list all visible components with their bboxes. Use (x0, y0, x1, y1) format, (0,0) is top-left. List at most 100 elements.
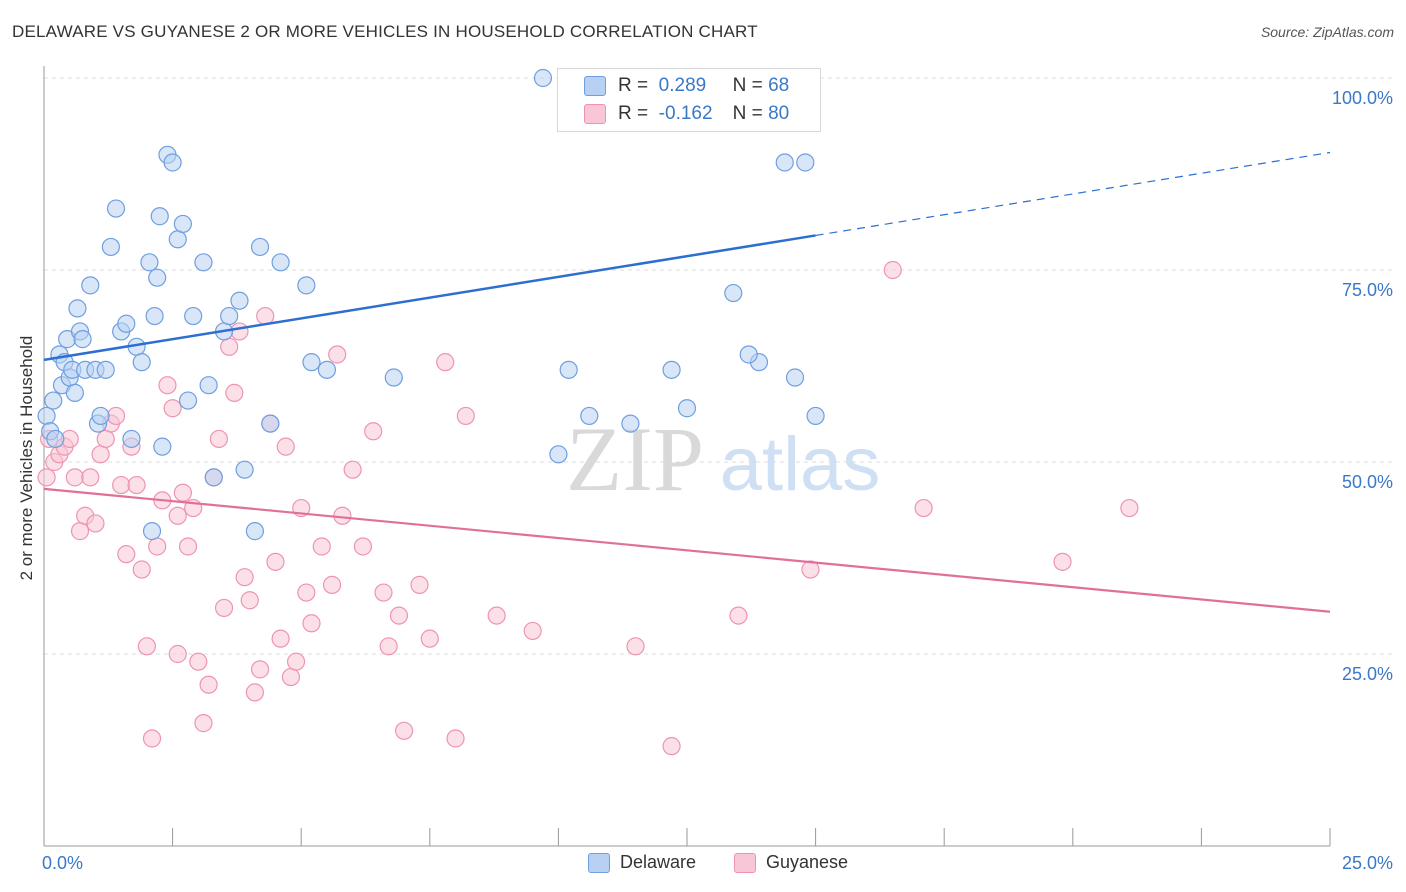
y-tick-label: 100.0% (1332, 88, 1393, 108)
delaware-point (153, 437, 172, 456)
delaware-point (46, 429, 65, 449)
guyanese-point (168, 644, 187, 664)
guyanese-point (112, 475, 131, 495)
delaware-point (122, 429, 141, 449)
delaware-point (117, 314, 136, 333)
bottom-legend-delaware: Delaware (588, 852, 696, 873)
guyanese-point (410, 575, 429, 594)
guyanese-legend-label: Guyanese (766, 852, 849, 872)
guyanese-point (214, 598, 234, 618)
guyanese-point (91, 445, 110, 464)
delaware-point (132, 353, 151, 372)
tick-labels: 100.0% 75.0% 50.0% 25.0% 0.0% 25.0% 2 or more … (17, 88, 1393, 873)
delaware-point (73, 330, 92, 349)
guyanese-point (1053, 552, 1072, 571)
delaware-point (142, 522, 162, 541)
guyanese-point (70, 522, 90, 541)
delaware-point (148, 268, 167, 287)
delaware-point (184, 306, 203, 326)
n-label: N = (732, 103, 763, 124)
guyanese-point (65, 468, 84, 487)
delaware-point (621, 414, 640, 433)
delaware-point (220, 306, 239, 326)
guyanese-point (662, 737, 681, 756)
delaware-point (559, 360, 578, 379)
delaware-point (250, 237, 270, 257)
r-label: R = (618, 75, 649, 96)
guyanese-point (456, 406, 475, 426)
guyanese-point (199, 675, 218, 694)
delaware-point (549, 445, 568, 464)
delaware-point (235, 460, 254, 479)
data-points (37, 68, 1139, 756)
guyanese-point (487, 606, 506, 625)
delaware-point (163, 153, 182, 172)
trend-lines (43, 151, 1331, 613)
guyanese-point (142, 729, 162, 748)
guyanese-point (286, 652, 306, 671)
guyanese-point (328, 345, 347, 364)
axes (43, 66, 1331, 847)
y-tick-label: 50.0% (1342, 472, 1393, 492)
delaware-trend-line (43, 234, 816, 362)
n-label: N = (732, 75, 763, 96)
guyanese-swatch (734, 852, 756, 873)
delaware-point (204, 468, 223, 487)
guyanese-point (364, 422, 383, 441)
x-tick-label: 0.0% (42, 853, 83, 873)
guyanese-point (106, 406, 126, 426)
guyanese-point (266, 552, 285, 571)
delaware-trend-extension (815, 151, 1331, 237)
bottom-legend-guyanese: Guyanese (734, 852, 848, 873)
delaware-point (194, 253, 213, 272)
y-tick-label: 25.0% (1342, 664, 1393, 684)
guyanese-point (235, 568, 254, 587)
guyanese-point (158, 376, 177, 395)
guyanese-point (389, 606, 409, 625)
delaware-point (796, 153, 815, 172)
guyanese-point (230, 322, 249, 341)
guyanese-point (137, 637, 156, 656)
guyanese-point (446, 729, 465, 748)
guyanese-point (379, 637, 398, 656)
delaware-point (739, 345, 758, 364)
guyanese-point (281, 667, 301, 687)
guyanese-point (127, 475, 146, 495)
delaware-point (317, 360, 337, 379)
delaware-point (168, 230, 187, 249)
delaware-point (724, 283, 743, 303)
guyanese-point (86, 514, 105, 533)
x-tick-label: 25.0% (1342, 853, 1393, 873)
delaware-point (245, 522, 265, 541)
delaware-point (806, 406, 825, 426)
guyanese-point (883, 260, 902, 280)
delaware-point (785, 368, 805, 387)
guyanese-point (245, 683, 265, 702)
y-tick-label: 75.0% (1342, 280, 1393, 300)
guyanese-point (276, 437, 295, 456)
delaware-point (384, 368, 403, 387)
delaware-point (677, 399, 697, 418)
guyanese-point (209, 429, 228, 449)
guyanese-point (240, 591, 259, 610)
guyanese-swatch (584, 104, 606, 124)
delaware-point (199, 376, 218, 395)
guyanese-point (1120, 498, 1139, 518)
delaware-swatch (584, 76, 606, 96)
guyanese-point (436, 353, 455, 372)
r-label: R = (618, 103, 649, 124)
delaware-r-value: 0.289 (658, 75, 707, 96)
watermark: ZIP atlas (566, 408, 880, 510)
delaware-point (140, 253, 159, 272)
guyanese-point (914, 498, 933, 518)
delaware-swatch (588, 852, 610, 873)
guyanese-point (225, 383, 244, 402)
delaware-point (173, 214, 192, 234)
guyanese-point (37, 468, 56, 487)
gridlines (44, 77, 1392, 655)
delaware-point (775, 153, 794, 172)
delaware-point (91, 406, 110, 426)
delaware-point (65, 383, 84, 402)
guyanese-point (302, 614, 321, 633)
